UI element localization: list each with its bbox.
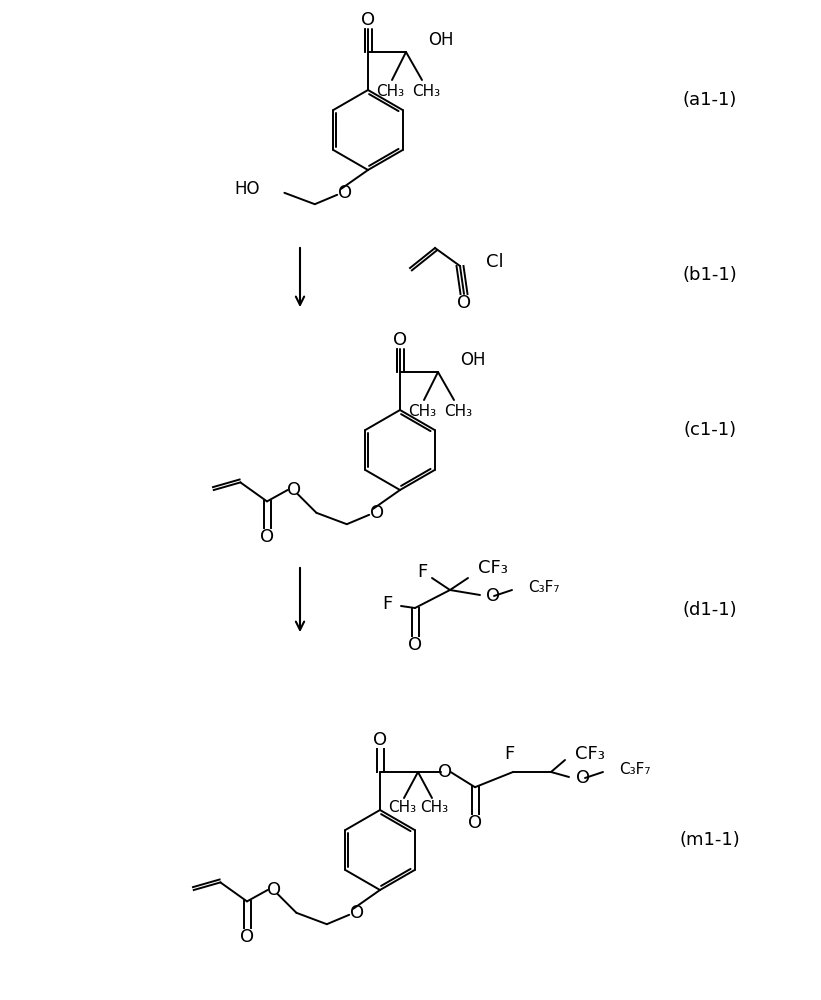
Text: CF₃: CF₃ <box>575 745 605 763</box>
Text: O: O <box>457 294 471 312</box>
Text: O: O <box>338 184 352 202</box>
Text: (c1-1): (c1-1) <box>683 421 736 439</box>
Text: OH: OH <box>460 351 485 369</box>
Text: CH₃: CH₃ <box>420 800 448 816</box>
Text: F: F <box>504 745 514 763</box>
Text: O: O <box>486 587 500 605</box>
Text: F: F <box>383 595 393 613</box>
Text: O: O <box>393 331 407 349</box>
Text: (d1-1): (d1-1) <box>683 601 737 619</box>
Text: O: O <box>267 881 281 899</box>
Text: O: O <box>361 11 375 29</box>
Text: Cl: Cl <box>486 253 503 271</box>
Text: O: O <box>350 904 365 922</box>
Text: (a1-1): (a1-1) <box>683 91 737 109</box>
Text: O: O <box>240 928 254 946</box>
Text: O: O <box>260 528 274 546</box>
Text: O: O <box>408 636 422 654</box>
Text: F: F <box>417 563 427 581</box>
Text: O: O <box>373 731 387 749</box>
Text: C₃F₇: C₃F₇ <box>528 580 559 595</box>
Text: (b1-1): (b1-1) <box>682 266 737 284</box>
Text: CH₃: CH₃ <box>376 84 404 99</box>
Text: O: O <box>468 814 482 832</box>
Text: O: O <box>370 504 384 522</box>
Text: HO: HO <box>234 180 259 198</box>
Text: O: O <box>287 481 300 499</box>
Text: CH₃: CH₃ <box>444 403 472 418</box>
Text: CH₃: CH₃ <box>388 800 416 816</box>
Text: O: O <box>576 769 590 787</box>
Text: CH₃: CH₃ <box>408 403 436 418</box>
Text: CH₃: CH₃ <box>412 84 440 99</box>
Text: OH: OH <box>428 31 453 49</box>
Text: CF₃: CF₃ <box>478 559 508 577</box>
Text: C₃F₇: C₃F₇ <box>619 762 650 778</box>
Text: (m1-1): (m1-1) <box>680 831 741 849</box>
Text: O: O <box>438 763 452 781</box>
